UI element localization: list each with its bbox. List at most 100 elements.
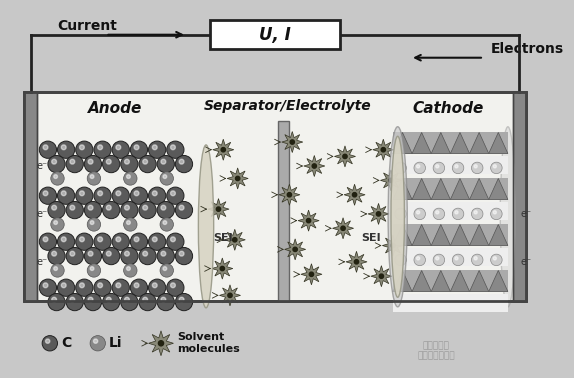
Circle shape: [379, 274, 383, 278]
Circle shape: [52, 251, 56, 256]
Polygon shape: [488, 132, 508, 153]
Bar: [393, 225, 508, 246]
Circle shape: [170, 237, 176, 242]
Circle shape: [121, 293, 138, 311]
Circle shape: [455, 165, 458, 168]
Polygon shape: [431, 270, 451, 291]
Circle shape: [130, 187, 148, 204]
Circle shape: [436, 165, 439, 168]
Circle shape: [116, 191, 121, 196]
Text: Anode: Anode: [88, 101, 142, 116]
Bar: [24, 92, 37, 301]
Circle shape: [293, 247, 297, 251]
Polygon shape: [227, 168, 248, 189]
Circle shape: [51, 172, 64, 185]
Circle shape: [354, 260, 359, 264]
Circle shape: [76, 187, 93, 204]
Circle shape: [452, 208, 464, 220]
Circle shape: [170, 145, 176, 150]
Circle shape: [307, 218, 311, 223]
Circle shape: [287, 193, 292, 197]
Circle shape: [66, 248, 83, 265]
Circle shape: [176, 293, 193, 311]
Circle shape: [90, 175, 94, 178]
Circle shape: [54, 221, 57, 225]
Text: e⁻: e⁻: [521, 257, 532, 267]
Circle shape: [57, 187, 75, 204]
Circle shape: [94, 279, 111, 296]
Polygon shape: [219, 285, 241, 306]
Circle shape: [79, 283, 84, 288]
Circle shape: [103, 293, 120, 311]
Polygon shape: [451, 225, 470, 246]
Circle shape: [455, 211, 458, 214]
Circle shape: [158, 341, 164, 346]
Polygon shape: [431, 132, 451, 153]
Polygon shape: [488, 225, 508, 246]
Circle shape: [43, 237, 48, 242]
Polygon shape: [488, 178, 508, 200]
Circle shape: [232, 238, 237, 242]
Polygon shape: [470, 178, 488, 200]
Circle shape: [493, 165, 497, 168]
Circle shape: [106, 251, 111, 256]
Circle shape: [43, 145, 48, 150]
Circle shape: [134, 283, 139, 288]
Circle shape: [235, 176, 240, 181]
Circle shape: [161, 159, 166, 164]
Circle shape: [106, 205, 111, 210]
Circle shape: [84, 293, 102, 311]
Polygon shape: [279, 184, 300, 205]
Text: C: C: [61, 336, 72, 350]
Circle shape: [139, 155, 156, 173]
Polygon shape: [301, 264, 322, 285]
Polygon shape: [412, 270, 431, 291]
Circle shape: [103, 201, 120, 219]
Circle shape: [39, 233, 56, 250]
Circle shape: [157, 248, 174, 265]
Circle shape: [51, 218, 64, 231]
Text: Electrons: Electrons: [491, 42, 564, 56]
Circle shape: [157, 155, 174, 173]
Circle shape: [474, 211, 477, 214]
Polygon shape: [212, 258, 233, 279]
Circle shape: [39, 279, 56, 296]
Polygon shape: [208, 198, 229, 220]
Polygon shape: [412, 132, 431, 153]
Text: Cathode: Cathode: [413, 101, 484, 116]
Ellipse shape: [388, 127, 408, 307]
Circle shape: [493, 211, 497, 214]
Circle shape: [116, 145, 121, 150]
Bar: [393, 202, 508, 220]
Circle shape: [70, 297, 75, 302]
Circle shape: [90, 336, 106, 351]
Circle shape: [471, 254, 483, 266]
Circle shape: [157, 201, 174, 219]
Circle shape: [134, 145, 139, 150]
Polygon shape: [393, 225, 412, 246]
Polygon shape: [381, 170, 402, 191]
Circle shape: [94, 141, 111, 158]
Circle shape: [76, 279, 93, 296]
Circle shape: [76, 233, 93, 250]
Bar: [393, 156, 508, 174]
Circle shape: [161, 297, 166, 302]
Circle shape: [61, 283, 66, 288]
Circle shape: [397, 211, 401, 214]
Circle shape: [176, 248, 193, 265]
Circle shape: [61, 237, 66, 242]
Circle shape: [312, 164, 316, 168]
Circle shape: [395, 162, 406, 174]
Circle shape: [417, 165, 420, 168]
Circle shape: [152, 145, 157, 150]
Circle shape: [417, 211, 420, 214]
Text: Current: Current: [57, 19, 117, 33]
Circle shape: [98, 283, 103, 288]
Circle shape: [125, 297, 129, 302]
Circle shape: [163, 175, 166, 178]
Circle shape: [94, 233, 111, 250]
Circle shape: [414, 254, 425, 266]
Circle shape: [436, 257, 439, 260]
Circle shape: [143, 297, 148, 302]
Circle shape: [88, 205, 93, 210]
